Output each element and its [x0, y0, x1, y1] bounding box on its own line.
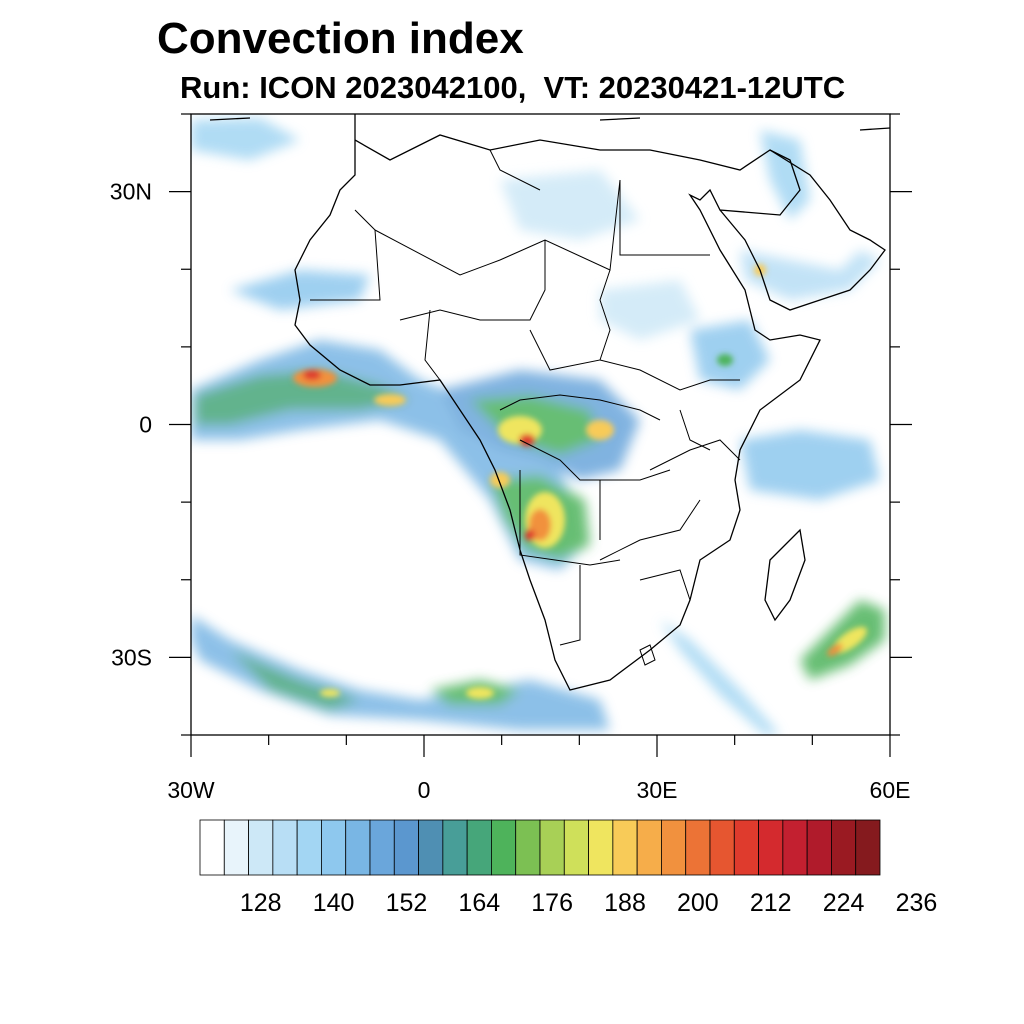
colorbar-swatch [588, 819, 614, 876]
colorbar-swatch [733, 819, 759, 876]
colorbar-swatch [442, 819, 468, 876]
colorbar-swatch [491, 819, 517, 876]
colorbar-label: 236 [896, 889, 938, 917]
colorbar-label: 128 [240, 889, 282, 917]
colorbar-swatch [782, 819, 808, 876]
colorbar-swatch [831, 819, 857, 876]
lon-tick-label: 60E [870, 777, 911, 803]
colorbar-swatch [418, 819, 444, 876]
colorbar-swatch [199, 819, 225, 876]
colorbar-swatch [272, 819, 298, 876]
colorbar-swatch [709, 819, 735, 876]
colorbar-swatch [855, 819, 881, 876]
colorbar-label: 176 [531, 889, 573, 917]
colorbar-swatch [345, 819, 371, 876]
colorbar-label: 212 [750, 889, 792, 917]
colorbar-labels: 128 140 152 164 176 188 200 212 224 236 [240, 889, 937, 917]
colorbar-swatch [515, 819, 541, 876]
colorbar-swatch [248, 819, 274, 876]
colorbar-swatch [369, 819, 395, 876]
country-borders [310, 149, 741, 666]
colorbar-label: 164 [458, 889, 500, 917]
latitude-labels: 30N 0 30S [110, 179, 152, 671]
lat-tick-label: 0 [139, 412, 152, 438]
colorbar-label: 140 [313, 889, 355, 917]
colorbar-swatch [661, 819, 687, 876]
colorbar-label: 200 [677, 889, 719, 917]
colorbar [199, 819, 881, 876]
axis-ticks [169, 113, 912, 757]
map-subtitle: Run: ICON 2023042100, VT: 20230421-12UTC [180, 70, 846, 105]
colorbar-swatch [321, 819, 347, 876]
colorbar-swatch [758, 819, 784, 876]
colorbar-swatch [806, 819, 832, 876]
colorbar-swatch [636, 819, 662, 876]
convection-field [191, 118, 885, 735]
colorbar-swatch [539, 819, 565, 876]
lon-tick-label: 0 [418, 777, 431, 803]
map-title: Convection index [157, 14, 524, 63]
colorbar-swatch [685, 819, 711, 876]
colorbar-label: 152 [386, 889, 428, 917]
lat-tick-label: 30S [111, 644, 152, 670]
colorbar-swatch [466, 819, 492, 876]
colorbar-swatch [393, 819, 419, 876]
lon-tick-label: 30W [167, 777, 215, 803]
lon-tick-label: 30E [637, 777, 678, 803]
lat-tick-label: 30N [110, 179, 152, 205]
longitude-labels: 30W 0 30E 60E [167, 777, 910, 803]
colorbar-label: 224 [823, 889, 865, 917]
colorbar-swatch [612, 819, 638, 876]
colorbar-swatch [223, 819, 249, 876]
colorbar-swatch [563, 819, 589, 876]
coastlines [209, 114, 890, 691]
colorbar-swatch [296, 819, 322, 876]
colorbar-label: 188 [604, 889, 646, 917]
